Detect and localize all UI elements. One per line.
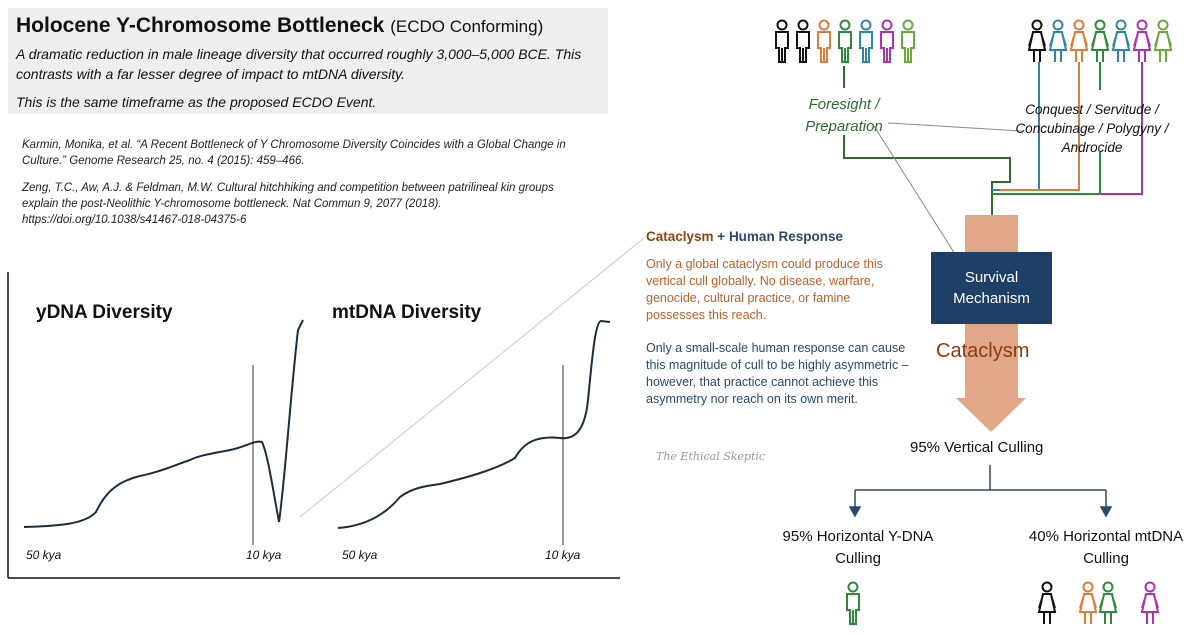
woman-icon bbox=[1027, 19, 1047, 62]
ydna-x-start-label: 50 kya bbox=[26, 548, 62, 562]
intro-ecdo-note: This is the same timeframe as the propos… bbox=[16, 94, 377, 110]
cataclysm-label: Cataclysm bbox=[936, 340, 1030, 362]
woman-icon bbox=[1153, 19, 1173, 62]
foresight-label: Foresight / Preparation bbox=[805, 96, 883, 135]
person-icon bbox=[846, 581, 860, 625]
person-icon bbox=[901, 19, 915, 63]
human-response-explanation: Only a small-scale human response can ca… bbox=[646, 341, 909, 406]
woman-icon bbox=[1140, 581, 1160, 624]
person-icon bbox=[796, 19, 810, 63]
ydna-diversity-curve bbox=[23, 319, 304, 528]
page-title: Holocene Y-Chromosome Bottleneck (ECDO C… bbox=[16, 14, 544, 37]
person-icon bbox=[817, 19, 831, 63]
watermark: The Ethical Skeptic bbox=[656, 450, 766, 463]
horizontal-mtdna-label: 40% Horizontal mtDNA Culling bbox=[1028, 528, 1184, 567]
vertical-culling-label: 95% Vertical Culling bbox=[910, 439, 1044, 456]
survival-mechanism-box: Survival Mechanism bbox=[931, 252, 1052, 324]
woman-icon bbox=[1111, 19, 1131, 62]
response-heading: Cataclysm + Human Response bbox=[646, 229, 843, 244]
reference-karmin: Karmin, Monika, et al. “A Recent Bottlen… bbox=[22, 139, 566, 167]
culling-split-lines bbox=[848, 465, 1113, 518]
person-icon bbox=[838, 19, 852, 63]
woman-icon bbox=[1048, 19, 1068, 62]
mtdna-x-start-label: 50 kya bbox=[342, 548, 378, 562]
horizontal-ydna-label: 95% Horizontal Y-DNA Culling bbox=[782, 528, 934, 567]
foresight-pointer-line bbox=[873, 125, 961, 263]
conquest-pointer-line bbox=[887, 122, 1023, 132]
woman-icon bbox=[1078, 581, 1098, 624]
lineage-lines bbox=[843, 62, 1143, 252]
conquest-label: Conquest / Servitude / Concubinage / Pol… bbox=[1015, 102, 1169, 155]
mtdna-x-end-label: 10 kya bbox=[545, 548, 581, 562]
woman-icon bbox=[1069, 19, 1089, 62]
mtdna-diversity-curve bbox=[337, 319, 611, 529]
ydna-x-end-label: 10 kya bbox=[246, 548, 282, 562]
title-panel bbox=[8, 8, 608, 114]
connector-line bbox=[299, 237, 645, 518]
mtdna-chart-title: mtDNA Diversity bbox=[332, 302, 482, 323]
title-suffix: (ECDO Conforming) bbox=[390, 17, 544, 36]
woman-icon bbox=[1132, 19, 1152, 62]
intro-text: A dramatic reduction in male lineage div… bbox=[16, 46, 582, 82]
people-figures bbox=[775, 19, 1173, 625]
woman-icon bbox=[1090, 19, 1110, 62]
person-icon bbox=[775, 19, 789, 63]
person-icon bbox=[859, 19, 873, 63]
person-icon bbox=[880, 19, 894, 63]
woman-icon bbox=[1037, 581, 1057, 624]
woman-icon bbox=[1098, 581, 1118, 624]
ydna-chart-title: yDNA Diversity bbox=[36, 302, 173, 323]
cataclysm-explanation: Only a global cataclysm could produce th… bbox=[646, 257, 883, 322]
reference-zeng: Zeng, T.C., Aw, A.J. & Feldman, M.W. Cul… bbox=[22, 182, 554, 226]
